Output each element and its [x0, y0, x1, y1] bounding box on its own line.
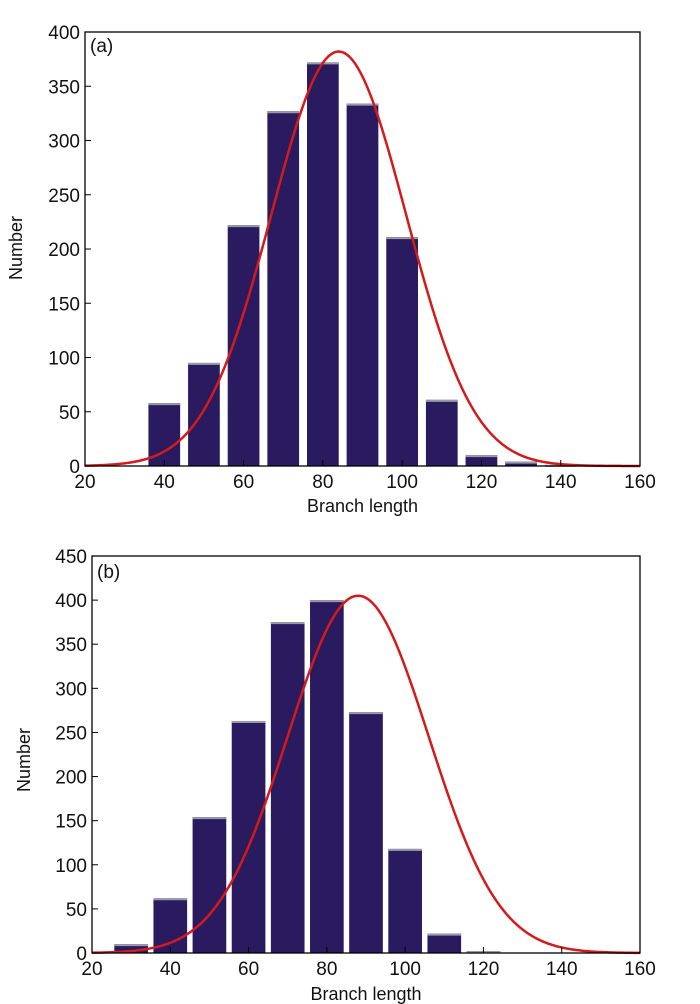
x-tick-label: 20 [74, 472, 95, 493]
y-tick-label: 200 [48, 240, 80, 261]
x-tick-label: 20 [81, 959, 102, 980]
bar [386, 237, 418, 466]
y-tick-label: 100 [48, 349, 80, 370]
bar [310, 600, 344, 953]
bar [307, 62, 339, 466]
x-tick-label: 100 [386, 472, 418, 493]
x-tick-label: 140 [545, 472, 577, 493]
bar [349, 712, 383, 953]
panel-b: 20 40 60 80 100 120 140 160 0 50 100 150 200 250 300 35… [14, 547, 656, 1004]
bar [427, 933, 462, 953]
y-tick-label: 0 [69, 457, 80, 478]
y-tick-label: 200 [55, 768, 87, 789]
bar [231, 720, 266, 953]
y-tick-label: 450 [55, 547, 87, 568]
y-axis-title: Number [14, 728, 34, 792]
x-tick-label: 160 [624, 472, 656, 493]
x-tick-label: 100 [389, 959, 421, 980]
x-tick-label: 60 [238, 959, 259, 980]
x-tick-label: 40 [160, 959, 181, 980]
y-tick-label: 150 [55, 812, 87, 833]
y-tick-label: 300 [55, 679, 87, 700]
y-tick-label: 50 [66, 900, 87, 921]
x-tick-label: 140 [546, 959, 578, 980]
x-tick-label: 120 [466, 472, 498, 493]
x-tick-label: 80 [312, 472, 333, 493]
y-tick-label: 150 [48, 294, 80, 315]
y-tick-label: 250 [48, 186, 80, 207]
panel-a: 20 40 60 80 100 120 140 160 0 50 100 150 200 250 300 35… [6, 23, 656, 516]
x-tick-label: 80 [316, 959, 337, 980]
fit-curve [84, 50, 640, 468]
y-tick-label: 50 [59, 403, 80, 424]
bar [188, 362, 220, 466]
y-tick-label: 350 [55, 635, 87, 656]
fit-curve [91, 594, 641, 955]
bar [505, 461, 537, 466]
bar [114, 944, 148, 953]
y-tick-label: 400 [48, 23, 80, 44]
plot-frame [91, 555, 641, 954]
y-tick-label: 300 [48, 132, 80, 153]
panel-label: (a) [90, 36, 113, 57]
y-tick-label: 250 [55, 723, 87, 744]
x-tick-label: 60 [233, 472, 254, 493]
bar [346, 103, 379, 467]
x-tick-label: 40 [154, 472, 175, 493]
y-axis-title: Number [6, 216, 26, 280]
y-tick-label: 400 [55, 591, 87, 612]
y-tick-label: 0 [76, 944, 87, 965]
bar [388, 848, 422, 953]
panel-label: (b) [97, 562, 120, 583]
x-axis-title: Branch length [307, 496, 418, 516]
bar [153, 898, 188, 953]
bar [425, 399, 458, 466]
x-axis-title: Branch length [310, 984, 421, 1004]
x-tick-label: 160 [624, 959, 656, 980]
x-tick-label: 120 [468, 959, 500, 980]
bar [192, 817, 227, 953]
y-tick-label: 100 [55, 856, 87, 877]
bar [267, 111, 300, 466]
y-tick-label: 350 [48, 77, 80, 98]
bar [270, 622, 305, 953]
